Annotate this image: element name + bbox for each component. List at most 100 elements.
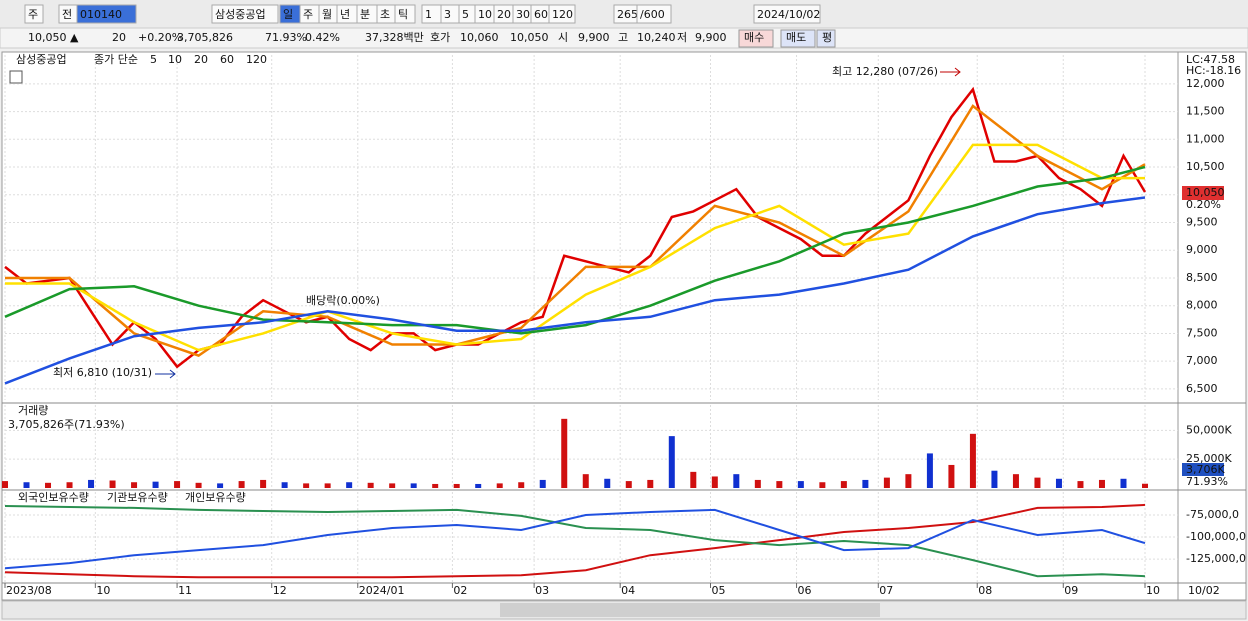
toolbar-label[interactable]: 일 [283, 7, 293, 21]
info-value: 71.93% [265, 31, 307, 44]
toolbar-button[interactable] [753, 4, 821, 24]
info-value: 9,900 [578, 31, 610, 44]
toolbar-button[interactable] [24, 4, 44, 24]
series-line [5, 104, 1146, 357]
legend-entry: 60 [220, 53, 234, 66]
y-tick-label: 9,000 [1186, 243, 1218, 256]
volume-bar [389, 483, 396, 488]
panel-icon[interactable] [9, 70, 23, 84]
order-button[interactable] [780, 29, 816, 48]
volume-bar [1012, 474, 1019, 488]
toolbar-label[interactable]: 1 [425, 8, 432, 21]
toolbar-label[interactable]: 60 [534, 8, 548, 21]
toolbar-label[interactable]: 3 [444, 8, 451, 21]
info-value: 매도 [786, 31, 806, 44]
toolbar-label[interactable]: 010140 [80, 8, 122, 21]
volume-bar [281, 482, 288, 488]
toolbar-label[interactable]: 초 [380, 8, 390, 21]
scroll-thumb[interactable] [500, 603, 880, 617]
toolbar-label[interactable]: 년 [340, 8, 350, 21]
toolbar-button[interactable] [211, 4, 279, 24]
volume-bar [862, 479, 869, 488]
series-line [4, 508, 1146, 570]
volume-bar [45, 482, 52, 488]
info-value: 20 [112, 31, 126, 44]
toolbar-label[interactable]: 월 [322, 8, 332, 21]
toolbar-label[interactable]: 주 [303, 8, 313, 21]
volume-bar [238, 481, 245, 488]
toolbar-button[interactable] [548, 4, 576, 24]
x-tick-label: 09 [1064, 584, 1078, 597]
toolbar-label[interactable]: 분 [360, 8, 370, 21]
volume-bar [109, 480, 116, 488]
toolbar-label[interactable]: 120 [552, 8, 573, 21]
toolbar-label[interactable]: 틱 [398, 8, 408, 21]
volume-bar [905, 474, 912, 488]
toolbar-button[interactable] [394, 4, 416, 24]
toolbar-label[interactable]: 30 [516, 8, 530, 21]
y-tick-label: 9,500 [1186, 216, 1218, 229]
axis-label: HC:-18.16 [1186, 64, 1241, 77]
volume-bar [582, 474, 589, 488]
volume-bar [131, 482, 138, 488]
x-tick-label: 04 [621, 584, 635, 597]
x-tick-label: 03 [535, 584, 549, 597]
volume-bar [88, 479, 95, 488]
info-value: 저 [677, 31, 687, 44]
volume-bar [733, 474, 740, 488]
volume-bar [711, 476, 718, 488]
legend-entry: 기관보유수량 [107, 491, 168, 504]
toolbar-label[interactable]: 265 [617, 8, 638, 21]
toolbar-button[interactable] [76, 4, 137, 24]
volume-bar [797, 481, 804, 488]
volume-bar [2, 481, 8, 488]
volume-bar [991, 470, 998, 488]
x-tick-label: 11 [178, 584, 192, 597]
volume-bar [1055, 478, 1062, 488]
x-end-label: 10/02 [1188, 584, 1220, 597]
info-value: 9,900 [695, 31, 727, 44]
info-value: 매수 [744, 31, 764, 44]
order-button[interactable] [816, 29, 836, 48]
toolbar-label[interactable]: 삼성중공업 [215, 8, 266, 21]
volume-bar [432, 483, 439, 488]
volume-bar [303, 483, 310, 488]
volume-bar [539, 479, 546, 488]
volume-bar [1120, 478, 1127, 488]
info-value: 0.42% [305, 31, 340, 44]
info-value: 고 [618, 31, 628, 44]
y-tick-label: 8,500 [1186, 271, 1218, 284]
volume-bar [604, 478, 611, 488]
y-tick-label: 12,000 [1186, 77, 1225, 90]
chart-area [1, 51, 1247, 601]
toolbar-label[interactable]: 전 [62, 8, 72, 21]
y-tick-label: 7,500 [1186, 326, 1218, 339]
volume-bar [948, 464, 955, 488]
toolbar-label[interactable]: 2024/10/02 [757, 8, 820, 21]
toolbar-label[interactable]: /600 [640, 8, 665, 21]
toolbar-label[interactable]: 주 [28, 8, 38, 21]
axis-label: LC:47.58 [1186, 53, 1235, 66]
volume-bar [174, 481, 181, 488]
x-tick-label: 02 [453, 584, 467, 597]
toolbar-label[interactable]: 10 [478, 8, 492, 21]
volume-bar [647, 479, 654, 488]
toolbar-label[interactable]: 20 [497, 8, 511, 21]
order-button[interactable] [738, 29, 774, 48]
y-tick-label: 6,500 [1186, 382, 1218, 395]
legend-entry: 10 [168, 53, 182, 66]
volume-bar [926, 453, 933, 488]
toolbar-label[interactable]: 5 [462, 8, 469, 21]
toolbar-button[interactable] [636, 4, 672, 24]
series-line [4, 196, 1146, 385]
legend-entry: 120 [246, 53, 267, 66]
series-line [4, 503, 1146, 579]
series-line [4, 86, 1147, 369]
series-line [5, 143, 1145, 352]
volume-bar [195, 482, 202, 488]
info-value: 10,050 [510, 31, 549, 44]
info-value: 10,050 ▲ [28, 31, 79, 44]
annotation-arrow [940, 67, 961, 77]
volume-bar [754, 479, 761, 488]
